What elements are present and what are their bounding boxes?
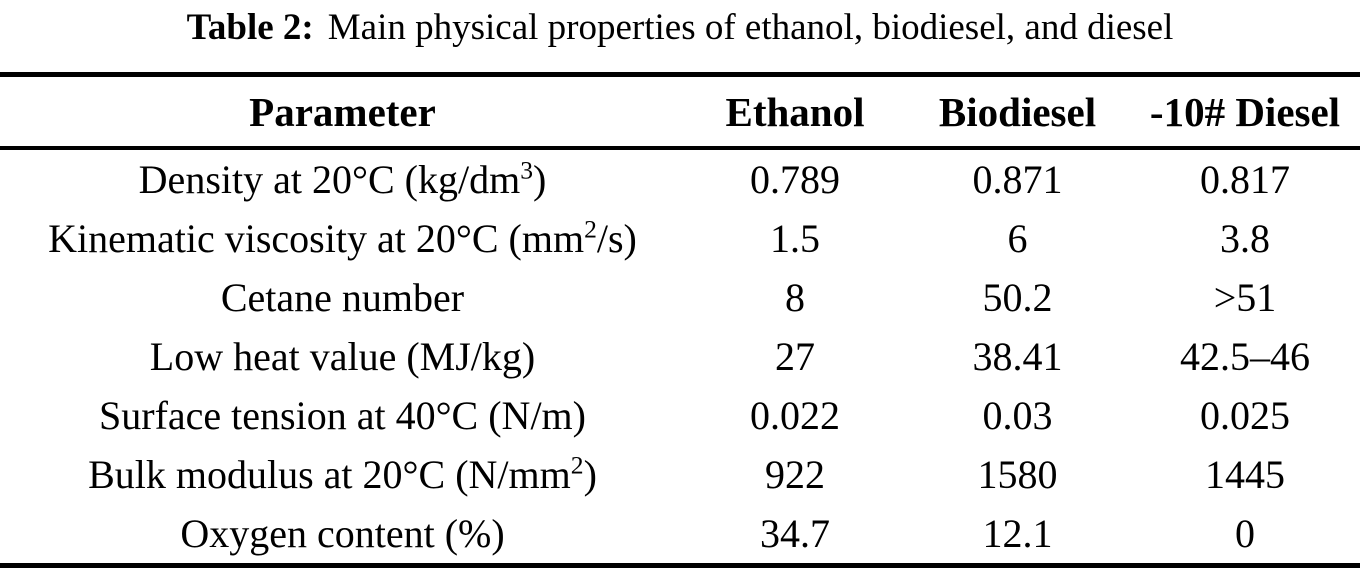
parameter-text: Cetane number — [220, 275, 465, 320]
column-header-biodiesel: Biodiesel — [905, 74, 1130, 150]
header-row: Parameter Ethanol Biodiesel -10# Diesel — [0, 74, 1360, 150]
value-cell: 38.41 — [972, 334, 1063, 379]
physical-properties-table: Parameter Ethanol Biodiesel -10# Diesel … — [0, 72, 1360, 568]
table-caption-text: Main physical properties of ethanol, bio… — [327, 7, 1174, 48]
value-cell: 12.1 — [982, 511, 1053, 556]
value-cell: 3.8 — [1220, 216, 1270, 261]
value-cell: 50.2 — [982, 275, 1053, 320]
parameter-superscript: 3 — [520, 155, 533, 185]
value-cell: 27 — [775, 334, 815, 379]
column-header-ethanol: Ethanol — [685, 74, 905, 150]
parameter-text: Oxygen content (%) — [180, 511, 505, 556]
value-cell: 0.025 — [1200, 393, 1290, 438]
value-cell: 42.5–46 — [1180, 334, 1310, 379]
parameter-text: /s) — [596, 216, 637, 261]
value-cell: 0.789 — [750, 157, 840, 202]
parameter-cell: Cetane number — [0, 268, 685, 327]
table-row: Low heat value (MJ/kg) 27 38.41 42.5–46 — [0, 327, 1360, 386]
parameter-cell: Oxygen content (%) — [0, 504, 685, 566]
parameter-text: Density at 20°C (kg/dm — [138, 157, 521, 202]
value-cell: 8 — [785, 275, 805, 320]
parameter-text: Kinematic viscosity at 20°C (mm — [48, 216, 585, 261]
value-cell: >51 — [1213, 275, 1277, 320]
value-cell: 0.871 — [972, 157, 1063, 202]
parameter-cell: Density at 20°C (kg/dm3) — [0, 148, 685, 209]
parameter-text: Surface tension at 40°C (N/m) — [99, 393, 586, 438]
table-row: Surface tension at 40°C (N/m) 0.022 0.03 0.… — [0, 386, 1360, 445]
parameter-cell: Surface tension at 40°C (N/m) — [0, 386, 685, 445]
value-cell: 922 — [765, 452, 825, 497]
table-row: Cetane number 8 50.2 >51 — [0, 268, 1360, 327]
value-cell: 1445 — [1205, 452, 1285, 497]
table-row: Oxygen content (%) 34.7 12.1 0 — [0, 504, 1360, 566]
parameter-text: Low heat value (MJ/kg) — [149, 334, 536, 379]
value-cell: 1580 — [977, 452, 1058, 497]
parameter-superscript: 2 — [584, 214, 597, 244]
parameter-cell: Kinematic viscosity at 20°C (mm2/s) — [0, 209, 685, 268]
table-row: Kinematic viscosity at 20°C (mm2/s) 1.5 6 3… — [0, 209, 1360, 268]
parameter-text: Bulk modulus at 20°C (N/mm — [88, 452, 571, 497]
value-cell: 0.03 — [982, 393, 1053, 438]
column-header-parameter: Parameter — [0, 74, 685, 150]
value-cell: 34.7 — [760, 511, 830, 556]
value-cell: 0.817 — [1200, 157, 1290, 202]
table-row: Density at 20°C (kg/dm3) 0.789 0.871 0.817 — [0, 148, 1360, 209]
table-caption: Table 2: Main physical properties of etha… — [0, 0, 1360, 50]
value-cell: 0.022 — [750, 393, 840, 438]
parameter-text: ) — [533, 157, 547, 202]
parameter-text: ) — [583, 452, 597, 497]
column-header-diesel: -10# Diesel — [1130, 74, 1360, 150]
parameter-cell: Low heat value (MJ/kg) — [0, 327, 685, 386]
parameter-superscript: 2 — [570, 450, 584, 480]
table-caption-label: Table 2: — [186, 7, 314, 48]
value-cell: 1.5 — [770, 216, 820, 261]
value-cell: 6 — [1007, 216, 1028, 261]
parameter-cell: Bulk modulus at 20°C (N/mm2) — [0, 445, 685, 504]
value-cell: 0 — [1235, 511, 1255, 556]
table-row: Bulk modulus at 20°C (N/mm2) 922 1580 1445 — [0, 445, 1360, 504]
